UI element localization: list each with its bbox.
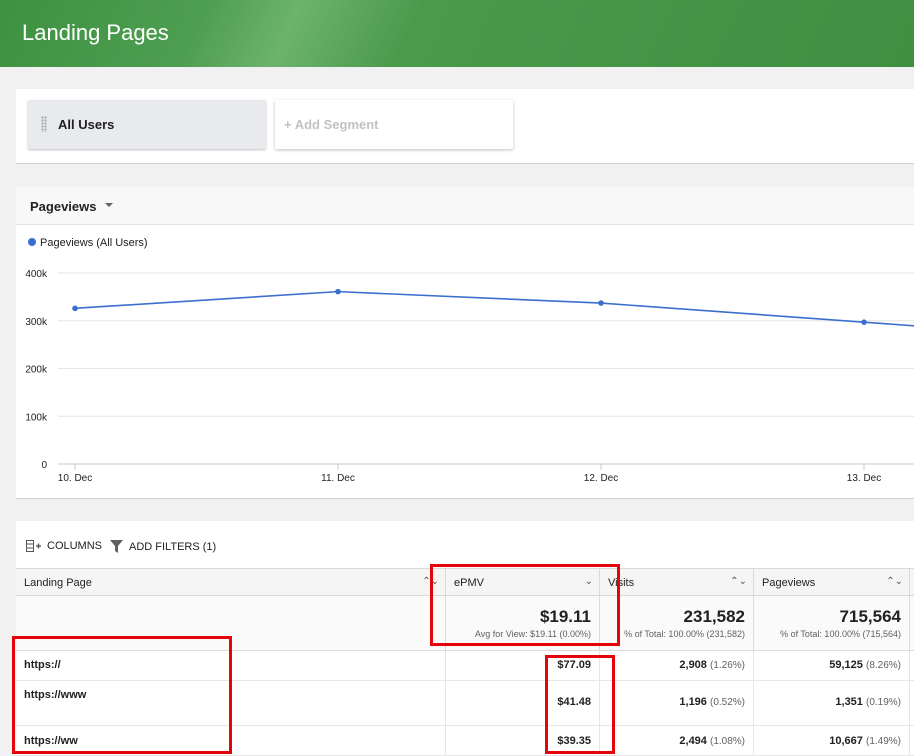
visits-value: 2,908 xyxy=(679,659,707,671)
x-tick-label: 10. Dec xyxy=(58,473,92,484)
column-header-visits[interactable]: Visits ⌃⌄ xyxy=(600,569,754,596)
columns-icon xyxy=(26,540,41,552)
visits-value: 2,494 xyxy=(679,735,707,747)
columns-label: COLUMNS xyxy=(47,540,103,552)
totals-row: $19.11 Avg for View: $19.11 (0.00%) 231,… xyxy=(16,596,914,651)
chart-header: Pageviews xyxy=(16,187,914,225)
total-pageviews-sub: % of Total: 100.00% (715,564) xyxy=(780,629,901,639)
table-row[interactable]: https:// $77.09 2,908 (1.26%) 59,125 (8.… xyxy=(16,651,914,681)
sort-icon[interactable]: ⌃⌄ xyxy=(730,576,747,587)
cell-visits: 2,494 (1.08%) xyxy=(600,726,754,755)
pageviews-line-chart: 0 100k 200k 300k 400k 10. Dec 11. Dec 12. Dec 13… xyxy=(25,269,914,484)
x-tick-label: 11. Dec xyxy=(321,473,355,484)
total-epmv-sub: Avg for View: $19.11 (0.00%) xyxy=(474,629,591,639)
cell-pageviews: 59,125 (8.26%) xyxy=(754,651,910,680)
total-epmv: $19.11 xyxy=(539,607,591,626)
chart-panel: Pageviews Pageviews (All Users) 0 100k 200… xyxy=(16,187,914,499)
report-table-panel: COLUMNS ADD FILTERS (1) Landing Page ⌃⌄ … xyxy=(16,521,914,756)
pageviews-value: 10,667 xyxy=(829,735,863,747)
segment-bar: All Users + Add Segment xyxy=(16,89,914,164)
cell-epmv: $39.35 xyxy=(446,726,600,755)
totals-cell-epmv: $19.11 Avg for View: $19.11 (0.00%) xyxy=(446,596,600,650)
total-visits: 231,582 xyxy=(683,607,745,626)
data-point xyxy=(598,300,604,306)
metric-selector[interactable]: Pageviews xyxy=(30,199,97,214)
sort-icon[interactable]: ⌃⌄ xyxy=(886,576,903,587)
cell-epmv: $77.09 xyxy=(446,651,600,680)
x-tick-label: 12. Dec xyxy=(584,473,618,484)
y-tick-label: 400k xyxy=(25,269,48,280)
cell-visits: 1,196 (0.52%) xyxy=(600,681,754,725)
visits-percent: (1.26%) xyxy=(709,660,745,671)
totals-cell-landing xyxy=(16,596,446,650)
cell-visits: 2,908 (1.26%) xyxy=(600,651,754,680)
epmv-value: $41.48 xyxy=(557,696,591,708)
column-header-label: Pageviews xyxy=(762,577,816,589)
app-header: Landing Pages xyxy=(0,0,914,67)
sort-icon[interactable]: ⌃⌄ xyxy=(422,576,439,587)
total-pageviews: 715,564 xyxy=(839,607,901,626)
data-point xyxy=(861,319,867,325)
caret-down-icon[interactable] xyxy=(105,203,113,207)
y-tick-label: 100k xyxy=(25,412,48,423)
table-header: Landing Page ⌃⌄ ePMV ⌄ Visits ⌃⌄ Pagevie… xyxy=(16,568,914,596)
legend-dot-icon xyxy=(28,238,36,246)
y-tick-label: 200k xyxy=(25,365,48,376)
column-header-epmv[interactable]: ePMV ⌄ xyxy=(446,569,600,596)
column-header-landing-page[interactable]: Landing Page ⌃⌄ xyxy=(16,569,446,596)
data-point xyxy=(335,288,341,295)
add-filters-label: ADD FILTERS (1) xyxy=(129,540,217,553)
chart-legend[interactable]: Pageviews (All Users) xyxy=(28,237,148,249)
drag-handle-icon[interactable] xyxy=(41,116,47,132)
pageviews-value: 1,351 xyxy=(835,696,863,708)
add-filters-button[interactable]: ADD FILTERS (1) xyxy=(110,540,216,553)
column-header-label: ePMV xyxy=(454,577,484,589)
y-tick-label: 300k xyxy=(25,317,48,328)
visits-value: 1,196 xyxy=(679,696,707,708)
table-row[interactable]: https://ww $39.35 2,494 (1.08%) 10,667 (… xyxy=(16,726,914,756)
segment-all-users[interactable]: All Users xyxy=(28,100,266,149)
add-segment-button[interactable]: + Add Segment xyxy=(275,100,513,149)
x-tick-label: 13. Dec xyxy=(847,473,881,484)
columns-button[interactable]: COLUMNS xyxy=(26,540,102,552)
visits-percent: (0.52%) xyxy=(709,697,745,708)
table-row[interactable]: https://www $41.48 1,196 (0.52%) 1,351 (… xyxy=(16,681,914,726)
totals-cell-visits: 231,582 % of Total: 100.00% (231,582) xyxy=(600,596,754,650)
table-toolbar: COLUMNS ADD FILTERS (1) xyxy=(16,521,914,568)
pageviews-percent: (1.49%) xyxy=(865,736,901,747)
total-visits-sub: % of Total: 100.00% (231,582) xyxy=(624,629,745,639)
landing-page-link[interactable]: https://ww xyxy=(24,735,78,747)
landing-page-link[interactable]: https:// xyxy=(24,659,61,671)
column-header-label: Visits xyxy=(608,577,635,589)
cell-pageviews: 1,351 (0.19%) xyxy=(754,681,910,725)
pageviews-percent: (0.19%) xyxy=(865,697,901,708)
cell-landing-page: https://ww xyxy=(16,726,446,755)
data-point xyxy=(72,305,78,312)
legend-label: Pageviews (All Users) xyxy=(40,237,148,249)
cell-landing-page: https:// xyxy=(16,651,446,680)
chevron-down-icon[interactable]: ⌄ xyxy=(584,576,593,587)
cell-pageviews: 10,667 (1.49%) xyxy=(754,726,910,755)
column-header-pageviews[interactable]: Pageviews ⌃⌄ xyxy=(754,569,910,596)
pageviews-value: 59,125 xyxy=(829,659,863,671)
totals-cell-pageviews: 715,564 % of Total: 100.00% (715,564) xyxy=(754,596,910,650)
epmv-value: $39.35 xyxy=(557,735,591,747)
segment-label: All Users xyxy=(58,117,115,132)
y-tick-label: 0 xyxy=(41,460,47,471)
cell-landing-page: https://www xyxy=(16,681,446,725)
landing-page-link[interactable]: https://www xyxy=(24,689,87,701)
filter-icon xyxy=(110,540,123,553)
pageviews-percent: (8.26%) xyxy=(865,660,901,671)
page-title: Landing Pages xyxy=(22,20,169,45)
visits-percent: (1.08%) xyxy=(709,736,745,747)
column-header-label: Landing Page xyxy=(24,577,92,589)
add-segment-label: + Add Segment xyxy=(284,117,379,132)
epmv-value: $77.09 xyxy=(557,659,591,671)
cell-epmv: $41.48 xyxy=(446,681,600,725)
